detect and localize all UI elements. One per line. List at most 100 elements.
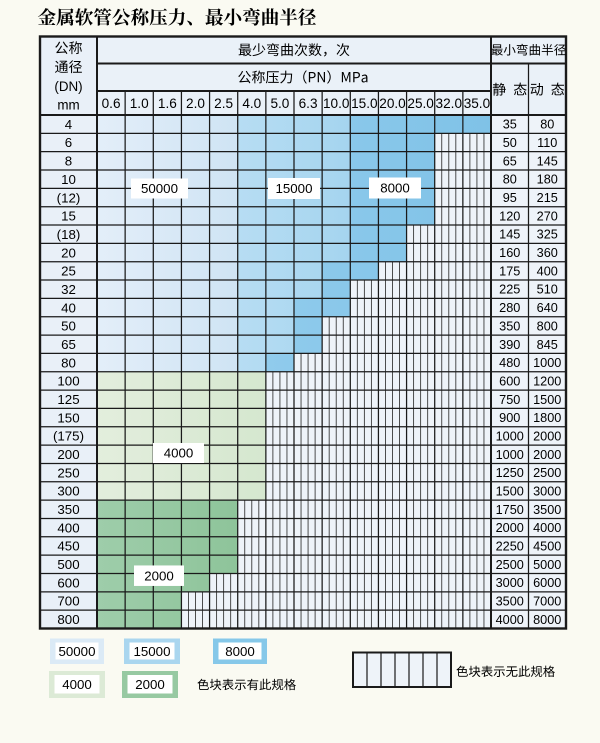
svg-text:80: 80 bbox=[61, 355, 76, 370]
svg-text:8: 8 bbox=[65, 154, 72, 169]
svg-text:145: 145 bbox=[499, 228, 520, 242]
svg-text:700: 700 bbox=[57, 594, 79, 609]
svg-text:300: 300 bbox=[57, 484, 79, 499]
svg-text:510: 510 bbox=[537, 283, 558, 297]
svg-text:2000: 2000 bbox=[533, 448, 561, 462]
svg-text:10: 10 bbox=[61, 172, 76, 187]
svg-text:(12): (12) bbox=[57, 190, 81, 205]
svg-text:80: 80 bbox=[540, 118, 554, 132]
svg-text:110: 110 bbox=[537, 136, 557, 150]
svg-text:25.0: 25.0 bbox=[407, 96, 434, 111]
svg-text:400: 400 bbox=[57, 520, 79, 535]
svg-text:1800: 1800 bbox=[533, 411, 561, 425]
svg-text:65: 65 bbox=[61, 337, 76, 352]
svg-text:280: 280 bbox=[499, 301, 520, 315]
svg-text:3500: 3500 bbox=[533, 503, 561, 517]
svg-text:15000: 15000 bbox=[276, 181, 313, 196]
svg-text:50000: 50000 bbox=[141, 181, 178, 196]
svg-text:100: 100 bbox=[57, 374, 79, 389]
svg-text:160: 160 bbox=[499, 246, 520, 260]
svg-text:5.0: 5.0 bbox=[270, 96, 289, 111]
svg-text:1.6: 1.6 bbox=[158, 96, 177, 111]
svg-text:845: 845 bbox=[537, 338, 558, 352]
svg-text:5000: 5000 bbox=[533, 558, 561, 572]
svg-text:20: 20 bbox=[61, 245, 76, 260]
svg-text:2.0: 2.0 bbox=[186, 96, 205, 111]
svg-text:65: 65 bbox=[503, 154, 517, 168]
svg-text:20.0: 20.0 bbox=[379, 96, 406, 111]
svg-text:95: 95 bbox=[503, 191, 517, 205]
svg-text:1500: 1500 bbox=[533, 393, 561, 407]
svg-text:2000: 2000 bbox=[135, 677, 165, 692]
svg-text:4000: 4000 bbox=[164, 446, 194, 461]
svg-text:4000: 4000 bbox=[62, 677, 92, 692]
svg-text:2.5: 2.5 bbox=[214, 96, 233, 111]
svg-text:50000: 50000 bbox=[59, 644, 96, 659]
svg-text:8000: 8000 bbox=[380, 181, 410, 196]
svg-text:2500: 2500 bbox=[496, 558, 524, 572]
svg-text:1000: 1000 bbox=[496, 448, 524, 462]
svg-text:2000: 2000 bbox=[533, 429, 561, 443]
svg-text:325: 325 bbox=[537, 228, 558, 242]
svg-text:350: 350 bbox=[499, 319, 520, 333]
svg-text:15.0: 15.0 bbox=[351, 96, 378, 111]
svg-text:150: 150 bbox=[57, 410, 79, 425]
svg-text:450: 450 bbox=[57, 539, 79, 554]
svg-text:50: 50 bbox=[61, 319, 76, 334]
svg-text:180: 180 bbox=[537, 173, 558, 187]
svg-text:(DN): (DN) bbox=[54, 79, 82, 94]
svg-text:6.3: 6.3 bbox=[299, 96, 318, 111]
svg-text:6000: 6000 bbox=[533, 576, 561, 590]
svg-text:145: 145 bbox=[537, 154, 558, 168]
svg-text:4000: 4000 bbox=[496, 613, 524, 627]
svg-text:1000: 1000 bbox=[533, 356, 561, 370]
svg-text:80: 80 bbox=[503, 173, 517, 187]
svg-text:15000: 15000 bbox=[134, 644, 171, 659]
svg-text:800: 800 bbox=[57, 612, 79, 627]
svg-text:1000: 1000 bbox=[496, 429, 524, 443]
svg-text:7000: 7000 bbox=[533, 595, 561, 609]
svg-text:1500: 1500 bbox=[496, 484, 524, 498]
svg-text:2000: 2000 bbox=[144, 568, 174, 583]
svg-text:360: 360 bbox=[537, 246, 558, 260]
svg-text:175: 175 bbox=[499, 264, 520, 278]
svg-text:1200: 1200 bbox=[533, 374, 561, 388]
svg-text:480: 480 bbox=[499, 356, 520, 370]
svg-text:390: 390 bbox=[499, 338, 520, 352]
svg-text:8000: 8000 bbox=[225, 644, 255, 659]
svg-text:6: 6 bbox=[65, 135, 72, 150]
svg-text:125: 125 bbox=[57, 392, 79, 407]
svg-text:640: 640 bbox=[537, 301, 558, 315]
svg-text:4.0: 4.0 bbox=[242, 96, 261, 111]
svg-text:(175): (175) bbox=[53, 429, 84, 444]
svg-text:0.6: 0.6 bbox=[102, 96, 121, 111]
svg-text:15: 15 bbox=[61, 209, 76, 224]
svg-text:2250: 2250 bbox=[496, 539, 524, 553]
svg-text:120: 120 bbox=[499, 209, 520, 223]
svg-text:4: 4 bbox=[65, 117, 72, 132]
svg-text:(18): (18) bbox=[57, 227, 81, 242]
svg-text:50: 50 bbox=[503, 136, 517, 150]
svg-text:200: 200 bbox=[57, 447, 79, 462]
svg-text:750: 750 bbox=[499, 393, 520, 407]
svg-text:3500: 3500 bbox=[496, 595, 524, 609]
svg-text:32.0: 32.0 bbox=[436, 96, 463, 111]
svg-text:1750: 1750 bbox=[496, 503, 524, 517]
svg-text:900: 900 bbox=[499, 411, 520, 425]
svg-text:500: 500 bbox=[57, 557, 79, 572]
svg-text:2000: 2000 bbox=[496, 521, 524, 535]
svg-text:32: 32 bbox=[61, 282, 76, 297]
svg-text:250: 250 bbox=[57, 465, 79, 480]
svg-text:mm: mm bbox=[57, 97, 79, 112]
svg-text:35: 35 bbox=[503, 118, 517, 132]
svg-text:8000: 8000 bbox=[533, 613, 561, 627]
svg-text:225: 225 bbox=[499, 283, 520, 297]
svg-text:3000: 3000 bbox=[533, 484, 561, 498]
svg-text:600: 600 bbox=[499, 374, 520, 388]
svg-text:270: 270 bbox=[537, 209, 558, 223]
svg-text:2500: 2500 bbox=[533, 466, 561, 480]
svg-text:10.0: 10.0 bbox=[323, 96, 350, 111]
svg-text:4500: 4500 bbox=[533, 539, 561, 553]
svg-text:400: 400 bbox=[537, 264, 558, 278]
svg-text:35.0: 35.0 bbox=[464, 96, 491, 111]
